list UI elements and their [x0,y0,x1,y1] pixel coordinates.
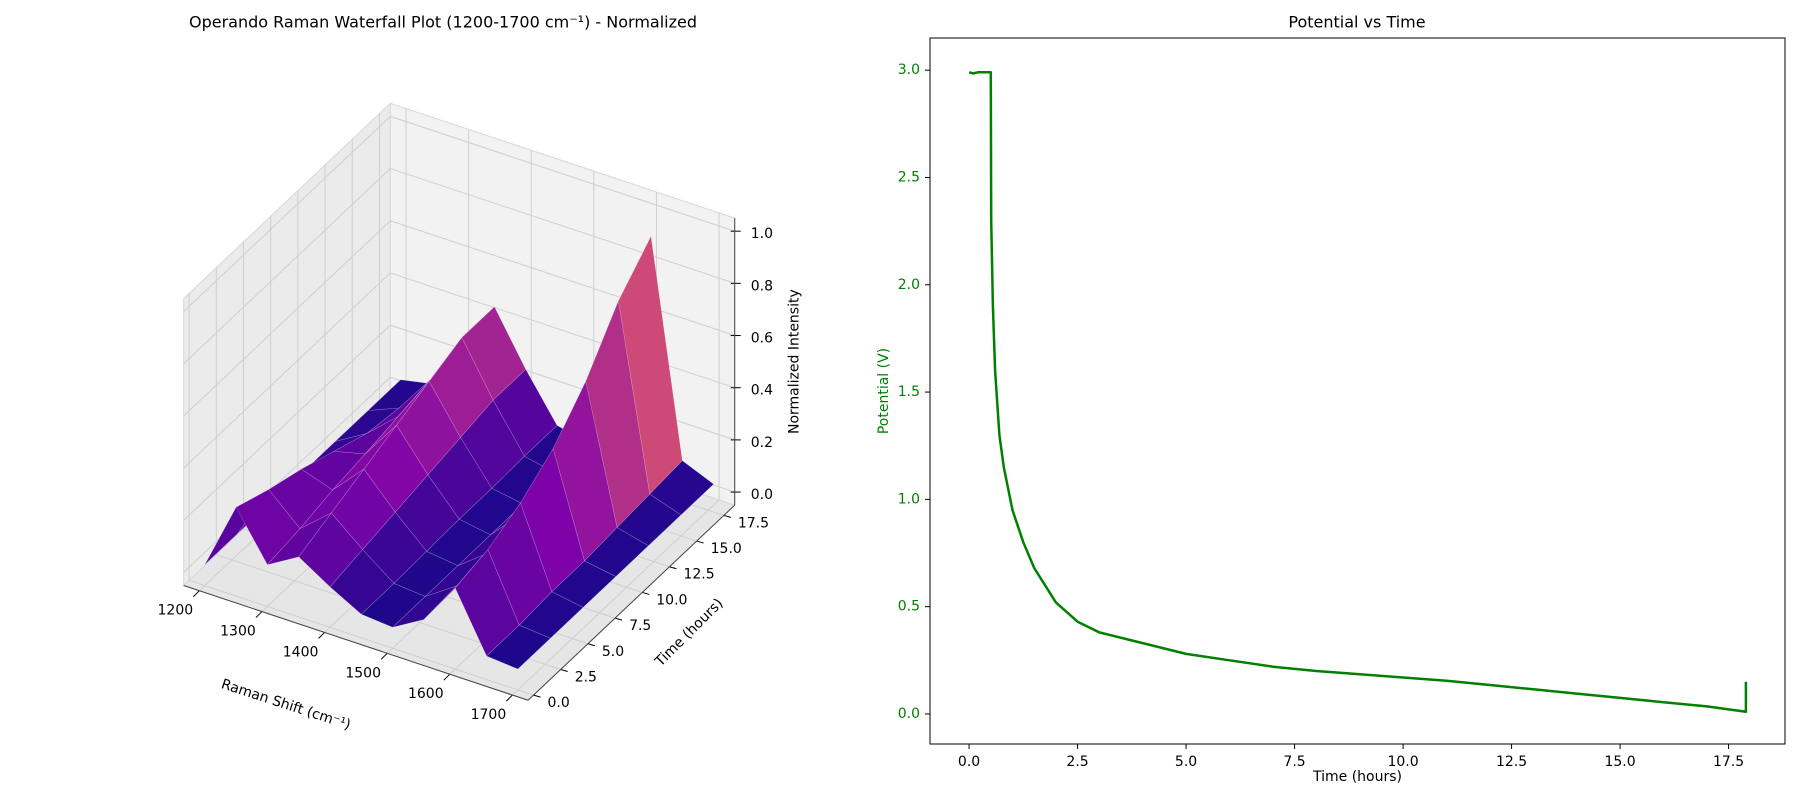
grid-line [188,579,534,696]
surface-patch [583,527,649,577]
chart-title: Operando Raman Waterfall Plot (1200-1700… [189,13,697,32]
x-tick-label: 1500 [345,665,381,681]
axis-line [183,585,529,701]
grid-line [183,324,391,521]
tick-mark [192,590,200,598]
z-tick-label: 1.0 [751,226,773,242]
x-tick-label: 1200 [158,603,194,619]
y-tick-label: 0.0 [898,706,920,722]
grid-line [390,115,735,232]
tick-mark [723,514,731,518]
y-tick-label: 5.0 [602,644,624,660]
grid-line [390,220,735,337]
surface-patch [551,560,617,608]
x-tick-label: 5.0 [1175,754,1197,770]
grid-line [183,376,391,573]
x-tick-label: 7.5 [1283,754,1305,770]
x-tick-label: 15.0 [1604,754,1635,770]
tick-mark [380,652,388,660]
tick-mark [587,643,596,647]
tick-mark [642,591,650,595]
line-series [968,71,1748,714]
grid-line [390,324,735,441]
tick-mark [255,611,263,618]
x-axis-label: Time (hours) [1312,769,1402,785]
y-tick-label: 1.5 [898,384,920,400]
z-tick-label: 0.8 [751,278,773,294]
y-tick-label: 3.0 [898,62,920,78]
x-tick-label: 17.5 [1713,754,1744,770]
surface-patch [616,493,682,547]
x-tick-label: 1300 [220,624,256,640]
grid-line [183,116,391,312]
tick-mark [533,694,541,698]
grid-line [390,168,735,284]
tick-mark [696,540,704,544]
z-tick-label: 0.6 [751,331,773,347]
grid-line [183,272,391,469]
x-axis-label: Raman Shift (cm⁻¹) [219,676,352,733]
x-tick-label: 10.0 [1387,754,1418,770]
tick-mark [560,668,568,672]
z-tick-label: 0.0 [751,487,773,503]
grid-line [183,168,391,365]
y-tick-label: 2.5 [575,669,597,685]
y-tick-label: 10.0 [656,592,687,608]
z-tick-label: 0.4 [751,383,773,399]
grid-line [512,499,720,696]
axis-line [527,504,736,701]
y-tick-label: 1.0 [898,491,920,507]
x-tick-label: 12.5 [1496,754,1527,770]
grid-line [390,272,735,389]
surface-patch [486,624,552,670]
x-tick-label: 2.5 [1066,754,1088,770]
tick-mark [318,632,325,639]
y-tick-label: 0.0 [548,695,570,711]
x-tick-label: 1600 [408,686,444,702]
chart-title: Potential vs Time [1288,13,1425,32]
tick-mark [614,617,623,621]
z-axis-label: Normalized Intensity [787,289,803,434]
plot-frame [929,37,1786,745]
z-tick-label: 0.2 [751,435,773,451]
tick-mark [669,566,677,570]
x-tick-label: 0.0 [958,754,980,770]
y-axis-label: Potential (V) [876,348,892,434]
y-tick-label: 2.5 [898,169,920,185]
y-tick-label: 12.5 [683,567,714,583]
surface-patch [518,591,584,639]
surface-patch [649,460,715,516]
y-tick-label: 7.5 [629,618,651,634]
y-tick-label: 17.5 [738,515,769,531]
x-tick-label: 1700 [471,707,507,723]
tick-mark [443,673,451,681]
y-tick-label: 2.0 [898,277,920,293]
tick-mark [506,694,513,702]
y-tick-label: 0.5 [898,599,920,615]
y-tick-label: 15.0 [711,541,742,557]
grid-line [183,220,391,417]
x-tick-label: 1400 [283,644,319,660]
